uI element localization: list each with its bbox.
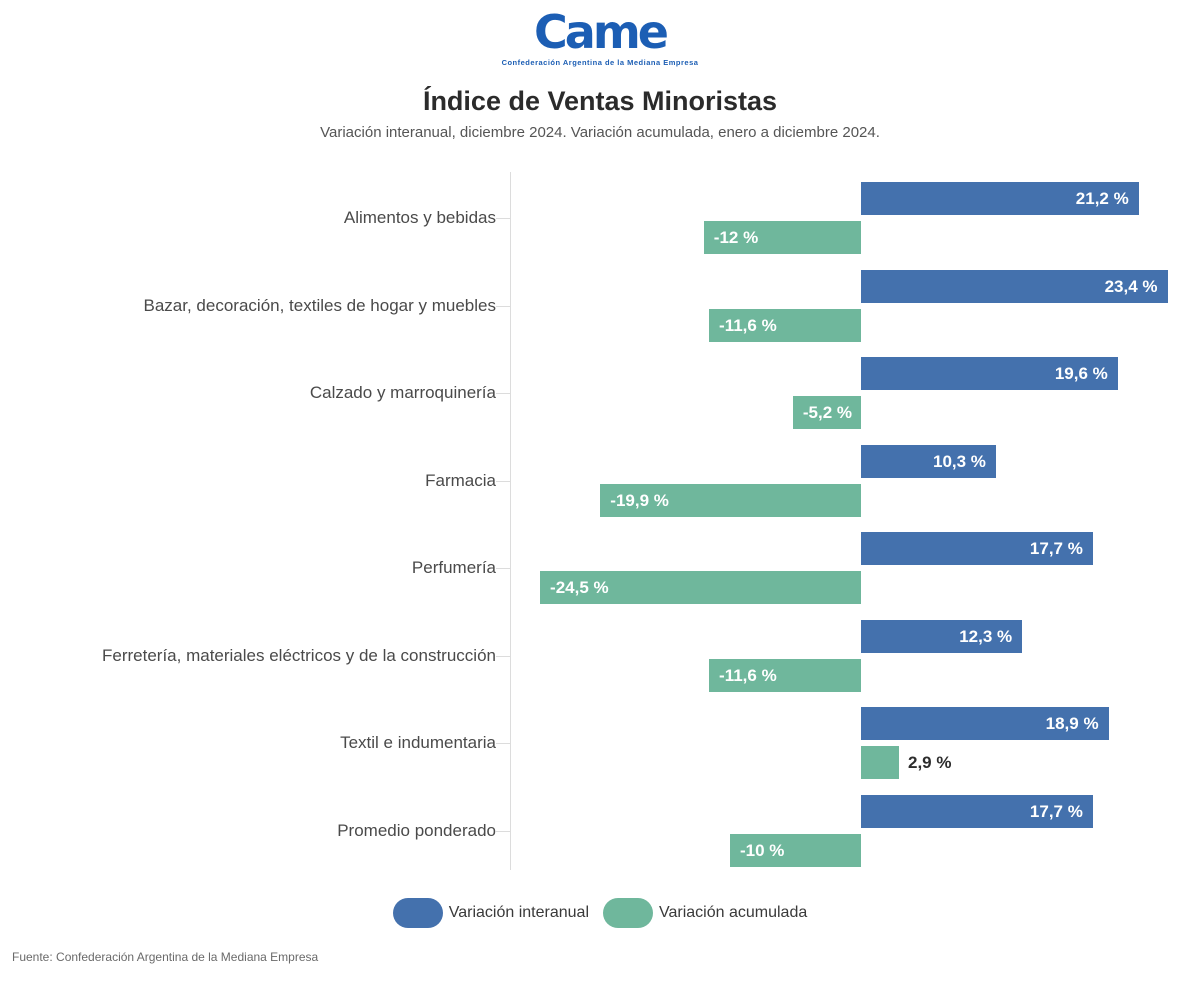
bar-value-label: 2,9 % xyxy=(907,753,952,772)
axis-tick xyxy=(496,830,510,832)
axis-tick xyxy=(496,393,510,394)
category-label: Farmacia xyxy=(425,470,496,490)
came-logo-text: Came xyxy=(534,5,669,59)
came-logo: Came Confederación Argentina de la Media… xyxy=(0,5,1200,68)
category-label: Bazar, decoración, textiles de hogar y m… xyxy=(143,295,496,315)
bar-acumulada: -19,9 % xyxy=(600,483,861,517)
bar-interanual: 17,7 % xyxy=(861,794,1093,828)
bar-interanual: 23,4 % xyxy=(861,269,1168,303)
bar-interanual: 19,6 % xyxy=(861,357,1118,390)
bar-interanual: 17,7 % xyxy=(861,532,1093,565)
legend-swatch xyxy=(603,898,653,928)
category-label: Alimentos y bebidas xyxy=(343,208,496,227)
axis-tick xyxy=(496,305,510,307)
legend-item: Variación interanual xyxy=(392,898,589,928)
category-label: Ferretería, materiales eléctricos y de l… xyxy=(102,645,496,665)
bar-acumulada: -11,6 % xyxy=(709,658,861,692)
bar-interanual: 12,3 % xyxy=(861,619,1023,653)
legend-label: Variación interanual xyxy=(448,904,589,921)
legend-item: Variación acumulada xyxy=(603,898,807,928)
chart-title: Índice de Ventas Minoristas xyxy=(422,86,778,116)
bar-acumulada: -11,6 % xyxy=(709,308,861,342)
category-axis-line xyxy=(510,172,511,870)
bar-acumulada xyxy=(861,746,899,779)
category-label: Textil e indumentaria xyxy=(340,733,496,752)
legend-label: Variación acumulada xyxy=(659,904,808,921)
bar-interanual: 10,3 % xyxy=(861,444,996,478)
axis-tick xyxy=(496,743,510,744)
bar-interanual: 21,2 % xyxy=(861,182,1139,215)
bar-acumulada: -24,5 % xyxy=(540,571,861,604)
axis-tick xyxy=(496,568,510,569)
chart-legend: Variación interanual Variación acumulada xyxy=(0,898,1200,928)
legend-swatch xyxy=(392,898,443,928)
category-label: Calzado y marroquinería xyxy=(309,383,496,402)
bar-acumulada: -10 % xyxy=(730,833,861,867)
bar-chart-plot-area: Alimentos y bebidas 21,2 % -12 % Bazar, dec… xyxy=(0,172,1200,872)
bar-acumulada: -5,2 % xyxy=(792,396,861,429)
category-label: Perfumería xyxy=(411,558,496,577)
axis-tick xyxy=(496,480,510,482)
category-label: Promedio ponderado xyxy=(337,820,496,840)
chart-subtitle: Variación interanual, diciembre 2024. Va… xyxy=(320,124,880,141)
axis-tick xyxy=(496,655,510,657)
bar-interanual: 18,9 % xyxy=(861,707,1109,740)
source-note: Fuente: Confederación Argentina de la Me… xyxy=(12,950,319,964)
bar-acumulada: -12 % xyxy=(703,221,861,254)
axis-tick xyxy=(496,218,510,219)
came-logo-tagline: Confederación Argentina de la Mediana Em… xyxy=(501,58,699,68)
